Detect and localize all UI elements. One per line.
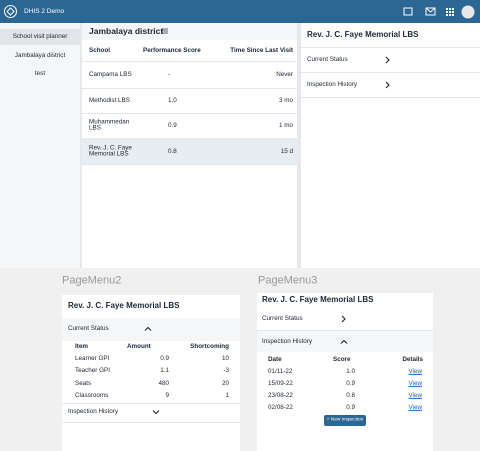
- separator: [82, 87, 297, 89]
- date: 01/11-22: [268, 367, 293, 375]
- score: 1.0: [346, 367, 355, 375]
- frame-label: PageMenu3: [258, 274, 318, 287]
- time-since-visit: Never: [276, 70, 293, 78]
- item-name: Classrooms: [75, 391, 109, 399]
- sidebar-item[interactable]: Jambalaya district: [14, 51, 66, 59]
- separator: [82, 138, 297, 140]
- school-name[interactable]: Methodist LBS: [89, 96, 130, 104]
- divider: [297, 23, 301, 268]
- date: 15/09-22: [268, 379, 293, 387]
- sidebar-selected: [0, 29, 80, 45]
- separator: [301, 47, 480, 48]
- shortcoming: 20: [221, 379, 229, 387]
- shortcoming: 10: [221, 354, 229, 362]
- item-name: Teacher GPI: [75, 367, 110, 375]
- shortcoming: -3: [223, 367, 229, 375]
- sidebar: [0, 23, 80, 268]
- chevron[interactable]: [152, 408, 160, 416]
- view-link[interactable]: View: [408, 391, 422, 399]
- school-name[interactable]: Rev. J. C. Faye Memorial LBS: [89, 144, 132, 158]
- section-band: [62, 318, 240, 341]
- section-title[interactable]: Current Status: [68, 324, 109, 332]
- score: 0.8: [346, 391, 355, 399]
- time-since-visit: 15 d: [280, 147, 293, 155]
- selected-row[interactable]: [82, 138, 297, 164]
- main-header: [82, 23, 297, 40]
- view-link[interactable]: View: [408, 403, 422, 411]
- amount: 0.9: [160, 354, 169, 362]
- new-inspection-button[interactable]: [324, 415, 366, 426]
- column-header: Amount: [127, 342, 151, 350]
- column-header: Shortcoming: [190, 342, 229, 350]
- performance-score: 1.0: [168, 96, 177, 104]
- time-since-visit: 1 mo: [279, 121, 293, 129]
- frame-label: PageMenu2: [62, 274, 122, 287]
- item-name: Seats: [75, 379, 92, 387]
- shortcoming: 1: [225, 391, 229, 399]
- chevron[interactable]: [339, 315, 347, 323]
- chevron[interactable]: [383, 56, 391, 64]
- card-title: Rev. J. C. Faye Memorial LBS: [68, 301, 180, 310]
- column-header: Details: [402, 355, 423, 363]
- section-title[interactable]: Inspection History: [262, 337, 313, 345]
- performance-score: -: [168, 70, 171, 78]
- separator: [257, 330, 433, 331]
- app-title: DHIS 2 Demo: [24, 7, 65, 15]
- detail-title: Rev. J. C. Faye Memorial LBS: [307, 30, 419, 39]
- separator: [62, 403, 240, 404]
- date: 02/08-22: [268, 403, 293, 411]
- section-title[interactable]: Inspection History: [68, 407, 119, 415]
- top-bar: [0, 0, 480, 23]
- item-name: Learner GPI: [75, 354, 110, 362]
- score: 0.9: [346, 379, 355, 387]
- logo: [4, 5, 17, 18]
- date: 23/08-22: [268, 391, 293, 399]
- column-header: School: [89, 46, 110, 54]
- divider: [80, 23, 82, 268]
- detail-panel: [301, 23, 480, 268]
- chevron[interactable]: [383, 81, 391, 89]
- amount: 1.1: [160, 367, 169, 375]
- column-header: Performance Score: [143, 46, 201, 54]
- time-since-visit: 3 mo: [279, 96, 293, 104]
- separator: [301, 97, 480, 98]
- button-label[interactable]: + New inspection: [326, 417, 364, 423]
- score: 0.9: [346, 403, 355, 411]
- sidebar-item[interactable]: School visit planner: [12, 32, 68, 40]
- chevron[interactable]: [144, 325, 152, 333]
- main-title: Jambalaya district: [89, 25, 164, 36]
- separator: [82, 164, 297, 165]
- section-title[interactable]: Inspection History: [307, 80, 358, 88]
- column-header: Date: [268, 355, 282, 363]
- performance-score: 0.8: [168, 147, 177, 155]
- separator: [62, 422, 240, 423]
- filter-icon[interactable]: [161, 27, 169, 35]
- column-header: Item: [75, 342, 88, 350]
- section-title[interactable]: Current Status: [262, 314, 303, 322]
- card-title: Rev. J. C. Faye Memorial LBS: [262, 295, 374, 304]
- column-header: Score: [333, 355, 351, 363]
- separator: [82, 61, 297, 62]
- header-icons[interactable]: [400, 5, 480, 19]
- amount: 9: [165, 391, 169, 399]
- view-link[interactable]: View: [408, 379, 422, 387]
- view-link[interactable]: View: [408, 367, 422, 375]
- section-title[interactable]: Current Status: [307, 55, 348, 63]
- school-name[interactable]: Campama LBS: [89, 70, 132, 78]
- school-name[interactable]: Muhammedan LBS: [89, 118, 130, 132]
- chevron[interactable]: [340, 338, 348, 346]
- performance-score: 0.9: [168, 121, 177, 129]
- separator: [82, 113, 297, 114]
- column-header: Time Since Last Visit: [230, 46, 293, 54]
- sidebar-item[interactable]: test: [34, 69, 46, 77]
- amount: 480: [158, 379, 169, 387]
- separator: [301, 72, 480, 73]
